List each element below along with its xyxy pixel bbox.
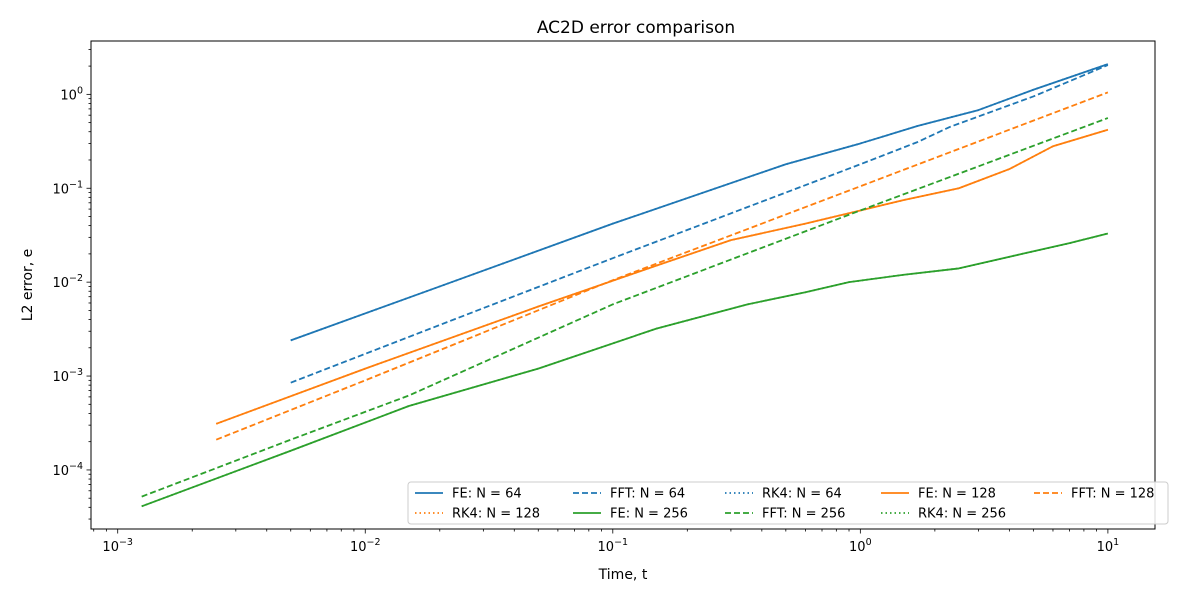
- legend-label: RK4: N = 256: [918, 507, 1006, 522]
- series-line-9: [141, 232, 1109, 508]
- series-line-5: [215, 91, 1109, 441]
- legend-label: RK4: N = 64: [762, 487, 842, 502]
- legend: FE: N = 64 FFT: N = 64 RK4: N = 64 FE: N = …: [407, 481, 1169, 525]
- legend-label: FFT: N = 128: [1071, 487, 1154, 502]
- legend-label: FE: N = 128: [918, 487, 996, 502]
- legend-label: FFT: N = 64: [610, 487, 685, 502]
- legend-label: FE: N = 256: [610, 507, 688, 522]
- series-line-2: [290, 64, 1109, 384]
- series-line-6: [215, 128, 1109, 425]
- x-axis-label: Time, t: [598, 567, 648, 583]
- series-line-8: [141, 117, 1109, 498]
- series-line-1: [290, 63, 1109, 342]
- y-axis-label: L2 error, e: [20, 249, 36, 322]
- axes-frame: [90, 40, 1156, 530]
- legend-label: RK4: N = 128: [452, 507, 540, 522]
- series-layer: [141, 63, 1109, 508]
- legend-label: FFT: N = 256: [762, 507, 845, 522]
- chart-title: AC2D error comparison: [537, 18, 735, 38]
- legend-label: FE: N = 64: [452, 487, 522, 502]
